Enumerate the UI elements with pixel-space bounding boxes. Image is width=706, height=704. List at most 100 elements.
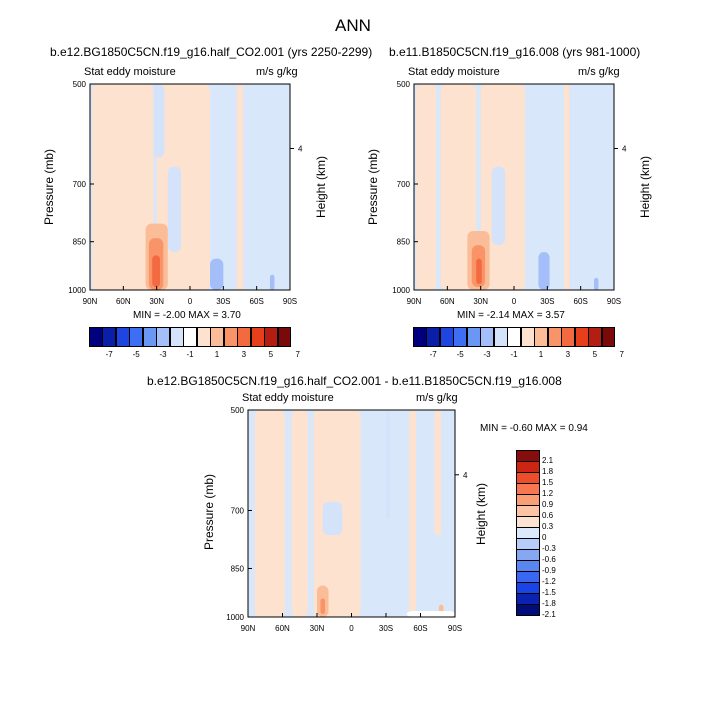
colorbar-cell <box>516 472 540 484</box>
colorbar-label: -2.1 <box>542 610 556 619</box>
colorbar-cell <box>516 571 540 583</box>
y-tick-label: 700 <box>231 506 245 515</box>
colorbar-cell <box>439 327 454 347</box>
min-max-label: MIN = -0.60 MAX = 0.94 <box>480 423 588 434</box>
colorbar-label: 5 <box>268 350 274 359</box>
y-tick-label: 850 <box>397 238 411 247</box>
colorbar-cell <box>588 327 603 347</box>
colorbar-cell <box>89 327 103 347</box>
colorbar-cell <box>574 327 589 347</box>
colorbar-label: -5 <box>132 350 140 359</box>
x-tick-label: 60S <box>250 297 264 304</box>
colorbar-cell <box>142 327 157 347</box>
colorbar-cell <box>516 549 540 561</box>
colorbar-label: 1 <box>214 350 220 359</box>
colorbar-label: -3 <box>483 350 491 359</box>
x-tick-label: 60S <box>574 297 588 304</box>
colorbar-label: -1 <box>186 350 194 359</box>
colorbar-cell <box>516 461 540 473</box>
colorbar-label: 3 <box>241 350 247 359</box>
colorbar-cell <box>507 327 522 347</box>
x-tick-label: 60N <box>440 297 455 304</box>
colorbar-cell <box>413 327 427 347</box>
x-tick-label: 90N <box>407 297 422 304</box>
contour-region-neg2 <box>538 252 550 290</box>
y-tick-label: 1000 <box>68 286 86 295</box>
contour-region-pos4 <box>152 255 160 288</box>
colorbar-cell <box>169 327 184 347</box>
colorbar-label: 0.3 <box>542 522 554 531</box>
colorbar-cell <box>115 327 130 347</box>
contour-region-pos3 <box>320 598 326 614</box>
y-tick-label: 500 <box>231 406 245 415</box>
x-tick-label: 0 <box>188 297 193 304</box>
colorbar-label: 2.1 <box>542 456 554 465</box>
x-tick-label: 60S <box>413 624 427 631</box>
colorbar-cell <box>250 327 265 347</box>
colorbar-label: 1.2 <box>542 489 554 498</box>
contour-region-neg1 <box>322 501 343 536</box>
colorbar-cell <box>516 483 540 495</box>
y2-tick-label: 4 <box>463 471 468 480</box>
x-tick-label: 30S <box>540 297 554 304</box>
colorbar-cell <box>516 538 540 550</box>
colorbar-cell <box>183 327 198 347</box>
colorbar-cell <box>516 604 540 616</box>
colorbar-label: 0.9 <box>542 500 554 509</box>
colorbar-label: 1 <box>538 350 544 359</box>
x-tick-label: 90N <box>83 297 98 304</box>
contour-region-neg1 <box>153 84 165 158</box>
colorbar-cell <box>516 582 540 594</box>
y2-tick-label: 4 <box>298 144 303 153</box>
colorbar-cell <box>237 327 252 347</box>
colorbar-cell <box>102 327 117 347</box>
x-tick-label: 60N <box>116 297 131 304</box>
y-tick-label: 700 <box>73 180 87 189</box>
colorbar-label: -0.6 <box>542 555 556 564</box>
colorbar-label: -0.3 <box>542 544 556 553</box>
colorbar-cell <box>480 327 495 347</box>
y-tick-label: 500 <box>397 80 411 89</box>
colorbar-label: 1.8 <box>542 467 554 476</box>
panel-title: b.e12.BG1850C5CN.f19_g16.half_CO2.001 - … <box>147 374 562 388</box>
contour-plot-3: 90N 60N 30N 0 30S 60S 90S 500 700 850 1000 4 <box>226 406 468 631</box>
colorbar-cell <box>156 327 171 347</box>
left-label: Stat eddy moisture <box>242 392 334 404</box>
panel-title: b.e12.BG1850C5CN.f19_g16.half_CO2.001 (y… <box>50 45 373 59</box>
colorbar-label: -5 <box>456 350 464 359</box>
contour-region-neg2 <box>594 277 599 290</box>
colorbar-cell <box>277 327 292 347</box>
contour-region-neg2 <box>210 258 224 290</box>
contour-region-pos1 <box>416 84 437 290</box>
colorbar-label: 7 <box>295 350 300 359</box>
colorbar-cell <box>196 327 211 347</box>
units-label: m/s g/kg <box>256 66 298 78</box>
colorbar-label: -0.9 <box>542 566 556 575</box>
y-tick-label: 500 <box>73 80 87 89</box>
colorbar-label: 1.5 <box>542 478 554 487</box>
y-tick-label: 850 <box>73 238 87 247</box>
min-max-label: MIN = -2.14 MAX = 3.57 <box>457 310 565 321</box>
contour-region-pos1 <box>236 84 244 290</box>
colorbar-cell <box>520 327 535 347</box>
contour-region-neg1 <box>386 410 390 519</box>
contour-plot-1: 90N 60N 30N 0 30S 60S 90S 500 700 850 1000 4 <box>68 80 303 304</box>
y-tick-label: 1000 <box>392 286 410 295</box>
colorbar-label: 5 <box>592 350 598 359</box>
contour-region-pos1 <box>92 84 154 290</box>
colorbar-label: -1.5 <box>542 588 556 597</box>
contour-region-pos1 <box>254 410 285 617</box>
colorbar-cell <box>516 593 540 605</box>
colorbar-label: 0 <box>542 533 547 542</box>
colorbar-cell <box>466 327 481 347</box>
colorbar-cell <box>210 327 225 347</box>
colorbar-label: -1.2 <box>542 577 556 586</box>
colorbar-cell <box>426 327 441 347</box>
colorbar-cell <box>129 327 144 347</box>
contour-region-pos1 <box>291 410 308 617</box>
contour-region-pos1 <box>434 410 442 536</box>
colorbar-label: -1.8 <box>542 599 556 608</box>
x-tick-label: 90N <box>241 624 256 631</box>
colorbar-label: -7 <box>429 350 437 359</box>
left-label: Stat eddy moisture <box>408 66 500 78</box>
